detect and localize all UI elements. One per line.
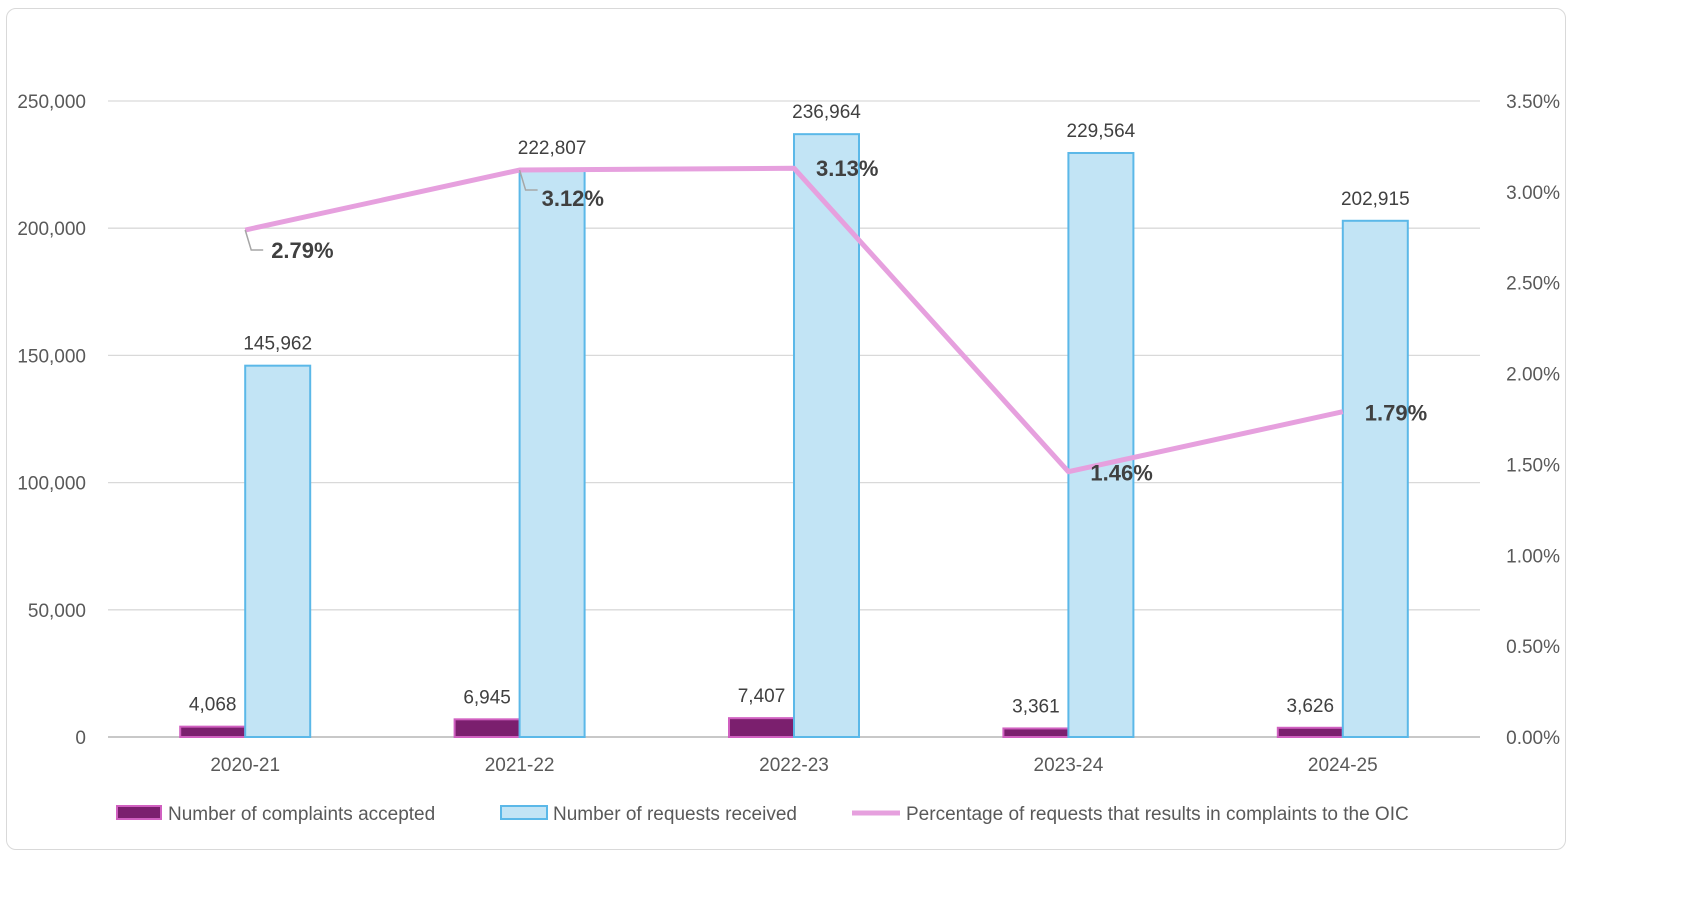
bar-requests-received: [244, 364, 312, 738]
left-axis-tick-label: 200,000: [17, 219, 86, 240]
legend-label-complaints: Number of complaints accepted: [168, 804, 435, 825]
left-axis-tick-label: 50,000: [28, 601, 86, 622]
leader-line: [518, 169, 538, 191]
x-axis-tick-label: 2020-21: [210, 755, 280, 776]
right-axis-tick-label: 3.50%: [1506, 92, 1560, 113]
leader-line: [244, 229, 264, 251]
bar-complaints-accepted: [1276, 726, 1344, 738]
data-label-requests: 236,964: [792, 102, 861, 123]
data-label-percentage: 1.79%: [1365, 401, 1427, 426]
right-axis-tick-label: 2.00%: [1506, 365, 1560, 386]
data-label-complaints: 7,407: [738, 686, 786, 707]
left-axis-tick-label: 250,000: [17, 92, 86, 113]
data-label-percentage: 3.12%: [542, 186, 604, 211]
bar-complaints-accepted: [179, 725, 247, 738]
legend-label-requests: Number of requests received: [553, 804, 797, 825]
data-label-requests: 222,807: [518, 138, 587, 159]
data-label-complaints: 6,945: [463, 687, 511, 708]
left-axis-tick-label: 150,000: [17, 346, 86, 367]
bar-requests-received: [518, 169, 586, 738]
x-axis-tick-label: 2023-24: [1034, 755, 1104, 776]
data-label-complaints: 4,068: [189, 695, 237, 716]
data-label-percentage: 1.46%: [1090, 461, 1152, 486]
right-axis-tick-label: 1.50%: [1506, 455, 1560, 476]
legend-swatch-complaints: [116, 805, 162, 820]
line-percentage: [244, 165, 1344, 475]
legend-swatch-requests: [500, 805, 548, 820]
right-axis-tick-label: 0.50%: [1506, 637, 1560, 658]
x-axis-tick-label: 2024-25: [1308, 755, 1378, 776]
data-label-complaints: 3,626: [1287, 696, 1335, 717]
data-label-requests: 229,564: [1067, 121, 1136, 142]
data-label-percentage: 3.13%: [816, 156, 878, 181]
right-axis-tick-label: 3.00%: [1506, 183, 1560, 204]
bar-requests-received: [1341, 219, 1409, 738]
data-label-requests: 145,962: [243, 334, 312, 355]
data-label-complaints: 3,361: [1012, 696, 1060, 717]
bar-requests-received: [793, 133, 860, 739]
bar-complaints-accepted: [728, 717, 795, 739]
bar-complaints-accepted: [453, 718, 521, 738]
data-label-requests: 202,915: [1341, 189, 1410, 210]
legend-label-percentage: Percentage of requests that results in c…: [906, 804, 1409, 825]
bar-complaints-accepted: [1002, 727, 1070, 739]
left-axis-tick-label: 0: [75, 728, 86, 749]
x-axis-tick-label: 2022-23: [759, 755, 829, 776]
bar-requests-received: [1067, 151, 1135, 738]
right-axis-tick-label: 1.00%: [1506, 546, 1560, 567]
left-axis-tick-label: 100,000: [17, 474, 86, 495]
data-label-percentage: 2.79%: [271, 238, 333, 263]
right-axis-tick-label: 2.50%: [1506, 274, 1560, 295]
x-axis-tick-label: 2021-22: [485, 755, 555, 776]
right-axis-tick-label: 0.00%: [1506, 728, 1560, 749]
